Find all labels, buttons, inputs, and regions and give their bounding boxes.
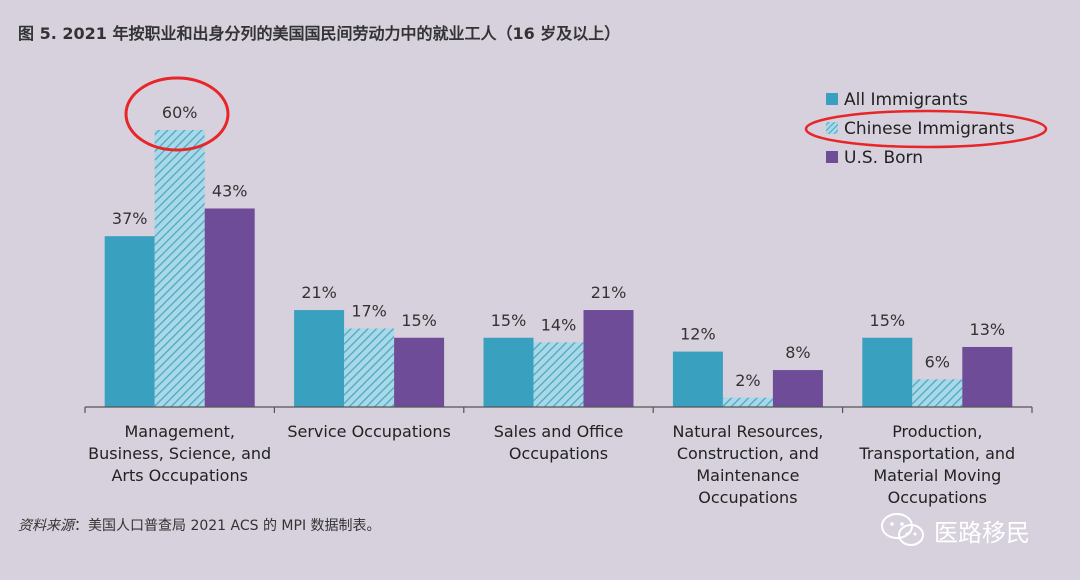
bar-u-s-born-3 (583, 310, 634, 407)
tick-label: Sales and Office (494, 422, 624, 441)
tick-label: Natural Resources, (672, 422, 823, 441)
source-text: ：美国人口普查局 2021 ACS 的 MPI 数据制表。 (74, 518, 381, 534)
data-label: 60% (162, 103, 198, 122)
bar-u-s-born-4 (772, 370, 823, 407)
bar-u-s-born-5 (962, 346, 1013, 407)
watermark-text: 医路移民 (934, 518, 1030, 547)
source-note: 资料来源：美国人口普查局 2021 ACS 的 MPI 数据制表。 (18, 515, 381, 535)
bar-all-immigrants-2 (294, 310, 345, 407)
data-label: 2% (735, 371, 760, 390)
bar-chinese-immigrants-4 (722, 397, 773, 407)
tick-label: Maintenance (696, 466, 799, 485)
legend-swatch (826, 122, 838, 134)
tick-label: Construction, and (677, 444, 819, 463)
category-labels: Management, Business, Science, and Arts Oc… (88, 422, 1015, 507)
data-label: 21% (301, 283, 337, 302)
tick-label: Occupations (698, 488, 797, 507)
legend-label: All Immigrants (844, 90, 968, 110)
bar-all-immigrants-5 (862, 337, 913, 407)
highlight-annotations (124, 76, 1048, 152)
tick-label: Business, Science, and (88, 444, 271, 463)
tick-label: Occupations (888, 488, 987, 507)
bar-all-immigrants-3 (483, 337, 534, 407)
legend-swatch (826, 151, 838, 163)
highlight-circle-60 (124, 76, 230, 152)
tick-label: Management, (124, 422, 234, 441)
data-label: 14% (541, 315, 577, 334)
data-label: 17% (351, 302, 387, 321)
bar-chinese-immigrants-2 (344, 328, 395, 407)
legend: All Immigrants Chinese Immigrants U.S. Bor… (826, 90, 1015, 168)
data-label: 6% (925, 352, 950, 371)
highlight-circle-legend (804, 109, 1048, 149)
tick-label: Material Moving (873, 466, 1001, 485)
data-label: 13% (970, 320, 1006, 339)
bar-chinese-immigrants-3 (533, 342, 584, 407)
data-label: 21% (591, 283, 627, 302)
bar-all-immigrants-4 (672, 351, 723, 407)
data-label: 15% (401, 311, 437, 330)
data-label: 37% (112, 209, 148, 228)
data-label: 8% (785, 343, 810, 362)
wechat-icon (881, 513, 924, 546)
x-axis (84, 406, 1033, 413)
data-label: 15% (491, 311, 527, 330)
bar-chinese-immigrants-5 (912, 379, 963, 407)
legend-label: Chinese Immigrants (844, 119, 1015, 139)
data-label: 12% (680, 325, 716, 344)
tick-label: Production, (892, 422, 982, 441)
tick-label: Transportation, and (858, 444, 1015, 463)
legend-swatch (826, 93, 838, 105)
data-label: 43% (212, 181, 248, 200)
tick-label: Occupations (509, 444, 608, 463)
data-label: 15% (870, 311, 906, 330)
bar-chinese-immigrants-1 (154, 130, 205, 407)
chart-title: 图 5. 2021 年按职业和出身分列的美国国民间劳动力中的就业工人（16 岁及… (18, 24, 621, 43)
bar-u-s-born-1 (204, 208, 255, 407)
tick-label: Arts Occupations (111, 466, 248, 485)
bar-all-immigrants-1 (104, 236, 155, 407)
watermark: 医路移民 (880, 512, 1030, 548)
bars-group: 37% 60% 43% 21% 17% 15% 15% 14% 21% 12% 2% 8% 15% 6% 1… (104, 103, 1013, 407)
tick-label: Service Occupations (287, 422, 451, 441)
bar-u-s-born-2 (394, 337, 445, 407)
source-label: 资料来源 (18, 518, 74, 534)
legend-label: U.S. Born (844, 148, 923, 168)
